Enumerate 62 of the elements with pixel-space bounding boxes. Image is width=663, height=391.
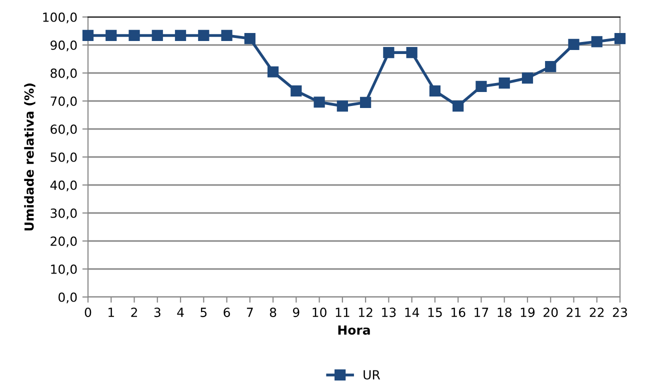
y-tick-label: 10,0 — [51, 264, 77, 276]
point — [244, 33, 256, 44]
x-tick-label: 7 — [246, 308, 253, 317]
x-tick-label: 4 — [177, 308, 184, 317]
x-tick-label: 9 — [292, 308, 300, 318]
x-tick-label: 12 — [358, 308, 372, 317]
point — [198, 30, 210, 42]
point — [406, 47, 418, 58]
point — [452, 100, 464, 112]
x-tick-label: 10 — [312, 308, 326, 318]
point — [106, 30, 117, 42]
point — [82, 30, 94, 42]
x-axis-title: Hora — [338, 325, 370, 335]
point — [360, 96, 372, 108]
legend-label: UR — [364, 370, 380, 380]
x-tick-label: 8 — [270, 308, 276, 318]
x-tick-label: 11 — [336, 308, 350, 317]
point — [336, 100, 348, 112]
point — [128, 30, 140, 42]
x-tick-label: 22 — [590, 308, 604, 317]
point — [522, 72, 534, 84]
x-tick-label: 23 — [612, 308, 627, 318]
x-tick-label: 5 — [200, 308, 207, 318]
x-tick-label: 21 — [566, 308, 581, 317]
x-tick-label: 1 — [108, 308, 114, 317]
x-tick-label: 13 — [382, 308, 396, 318]
x-tick-label: 19 — [520, 308, 535, 318]
point — [498, 78, 510, 89]
point — [591, 36, 602, 48]
x-tick-label: 15 — [428, 308, 442, 318]
y-tick-label: 30,0 — [50, 208, 77, 220]
point — [267, 66, 279, 78]
x-tick-label: 14 — [405, 308, 420, 317]
x-tick-label: 3 — [154, 308, 160, 318]
point — [174, 30, 186, 42]
point — [476, 80, 487, 92]
x-tick-label: 0 — [84, 308, 92, 318]
x-tick-label: 17 — [474, 308, 488, 317]
point — [614, 33, 626, 44]
y-tick-label: 70,0 — [50, 96, 77, 108]
point — [290, 85, 302, 96]
point — [221, 30, 232, 42]
y-axis-title: Umidade relativa (%) — [24, 84, 36, 230]
x-tick-label: 16 — [452, 308, 466, 318]
point — [429, 85, 441, 96]
point — [568, 38, 580, 50]
point — [383, 47, 394, 58]
y-tick-label: 100,0 — [43, 12, 77, 24]
x-tick-label: 6 — [224, 308, 230, 318]
y-tick-label: 50,0 — [50, 152, 77, 164]
point — [545, 61, 556, 72]
y-tick-label: 80,0 — [50, 68, 77, 80]
y-tick-label: 40,0 — [50, 180, 77, 192]
point — [314, 96, 325, 108]
y-tick-label: 20,0 — [50, 236, 77, 248]
x-tick-label: 2 — [131, 308, 137, 317]
x-tick-label: 18 — [498, 308, 512, 318]
x-tick-label: 20 — [544, 308, 558, 318]
y-tick-label: 0,0 — [58, 292, 77, 304]
y-tick-label: 90,0 — [50, 40, 77, 52]
y-tick-label: 60,0 — [50, 124, 77, 136]
point — [152, 30, 163, 42]
